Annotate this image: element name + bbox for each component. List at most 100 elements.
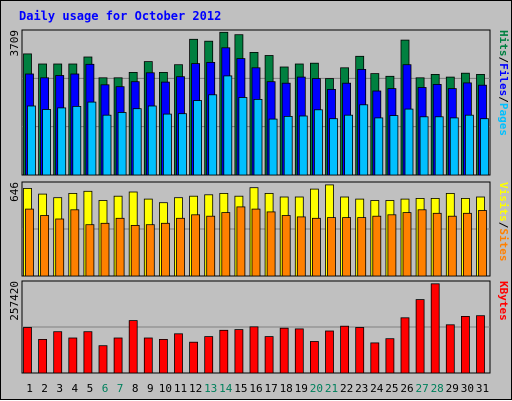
bar-sites-day-9	[145, 224, 155, 277]
x-tick-day-16: 16	[249, 382, 262, 395]
bar-sites-day-7	[115, 217, 125, 277]
bar-pages-day-4	[72, 106, 82, 176]
bar-kbytes-day-26	[400, 317, 410, 374]
right-label-part: Visits	[497, 182, 510, 222]
bar-kbytes-day-18	[279, 327, 289, 374]
bar-pages-day-23	[359, 104, 369, 176]
bar-sites-day-12	[191, 214, 201, 277]
bar-kbytes-day-1	[23, 327, 32, 374]
ymax-label-hits-files-pages: 3709	[8, 30, 21, 57]
x-tick-day-22: 22	[340, 382, 353, 395]
bar-pages-day-2	[42, 109, 51, 176]
bar-pages-day-28	[434, 116, 444, 176]
bar-kbytes-day-2	[38, 338, 47, 374]
bar-pages-day-31	[480, 118, 489, 176]
bar-sites-day-24	[372, 215, 382, 277]
ymax-label-visits-sites: 646	[8, 182, 21, 202]
right-label-visits-sites: Visits/Sites	[497, 182, 510, 262]
bar-sites-day-3	[55, 218, 65, 277]
right-label-part: /	[497, 57, 510, 64]
chart-title: Daily usage for October 2012	[19, 9, 221, 23]
x-tick-day-24: 24	[370, 382, 384, 395]
bar-sites-day-28	[432, 212, 442, 277]
bar-sites-day-31	[478, 210, 487, 277]
bar-pages-day-21	[329, 118, 338, 176]
bar-pages-day-19	[298, 115, 308, 176]
bar-sites-day-18	[281, 215, 291, 277]
bar-sites-day-27	[417, 209, 427, 277]
bar-sites-day-1	[25, 208, 34, 277]
x-tick-day-7: 7	[117, 382, 124, 395]
bar-sites-day-21	[327, 217, 336, 277]
x-tick-day-31: 31	[476, 382, 489, 395]
bar-kbytes-day-8	[128, 320, 138, 374]
bar-kbytes-day-29	[445, 324, 455, 374]
bar-kbytes-day-15	[234, 329, 244, 374]
bar-pages-day-7	[117, 112, 127, 176]
x-tick-day-28: 28	[431, 382, 444, 395]
right-label-part: Hits	[497, 30, 510, 57]
bar-pages-day-8	[132, 108, 142, 176]
x-tick-day-6: 6	[102, 382, 109, 395]
bar-sites-day-16	[251, 208, 261, 277]
x-tick-day-1: 1	[26, 382, 33, 395]
right-label-part: Sites	[497, 228, 510, 261]
bar-sites-day-5	[85, 224, 95, 277]
bar-kbytes-day-19	[294, 328, 304, 374]
bar-sites-day-29	[447, 215, 457, 277]
bar-kbytes-day-27	[415, 299, 425, 374]
bar-pages-day-11	[178, 113, 187, 176]
right-label-hits-files-pages: Hits/Files/Pages	[497, 30, 510, 136]
bar-sites-day-23	[357, 217, 367, 277]
bar-kbytes-day-6	[98, 345, 108, 374]
bar-pages-day-12	[193, 100, 203, 176]
x-tick-day-4: 4	[71, 382, 78, 395]
bar-pages-day-30	[464, 114, 474, 176]
bar-pages-day-17	[268, 118, 278, 176]
bar-kbytes-day-20	[309, 341, 319, 374]
bar-sites-day-11	[176, 217, 185, 277]
bar-sites-day-10	[160, 222, 170, 277]
x-tick-day-26: 26	[400, 382, 413, 395]
right-label-kbytes: KBytes	[497, 281, 510, 321]
bar-sites-day-17	[266, 211, 276, 277]
bar-sites-day-22	[342, 217, 352, 277]
x-tick-day-20: 20	[310, 382, 323, 395]
x-tick-day-17: 17	[264, 382, 277, 395]
bar-kbytes-day-3	[53, 331, 63, 374]
x-tick-day-11: 11	[174, 382, 187, 395]
bar-sites-day-4	[70, 209, 80, 277]
bar-pages-day-25	[389, 115, 399, 176]
bar-pages-day-14	[223, 75, 233, 176]
bar-sites-day-8	[130, 224, 140, 277]
right-label-part: KBytes	[497, 281, 510, 321]
bar-sites-day-20	[311, 217, 321, 277]
bar-kbytes-day-23	[355, 327, 365, 374]
bar-pages-day-20	[313, 109, 323, 176]
bar-pages-day-3	[57, 107, 67, 176]
bar-pages-day-16	[253, 99, 263, 176]
bar-kbytes-day-5	[83, 331, 93, 374]
bar-kbytes-day-31	[476, 315, 485, 374]
x-tick-day-3: 3	[56, 382, 63, 395]
bar-sites-day-25	[387, 214, 397, 277]
bar-sites-day-13	[206, 215, 216, 277]
bar-pages-day-24	[374, 117, 384, 176]
bar-kbytes-day-16	[249, 326, 259, 374]
bar-pages-day-6	[102, 114, 112, 176]
x-tick-day-5: 5	[87, 382, 94, 395]
x-tick-day-13: 13	[204, 382, 217, 395]
x-tick-day-30: 30	[461, 382, 474, 395]
x-tick-day-14: 14	[219, 382, 233, 395]
bar-kbytes-day-17	[264, 336, 274, 374]
x-tick-day-9: 9	[147, 382, 154, 395]
bar-pages-day-18	[283, 116, 293, 176]
bar-pages-day-9	[147, 105, 157, 176]
bar-pages-day-10	[162, 113, 172, 176]
bar-kbytes-day-9	[143, 337, 153, 374]
x-tick-day-21: 21	[325, 382, 338, 395]
ymax-label-kbytes: 257420	[8, 281, 21, 321]
bar-pages-day-15	[238, 97, 248, 176]
